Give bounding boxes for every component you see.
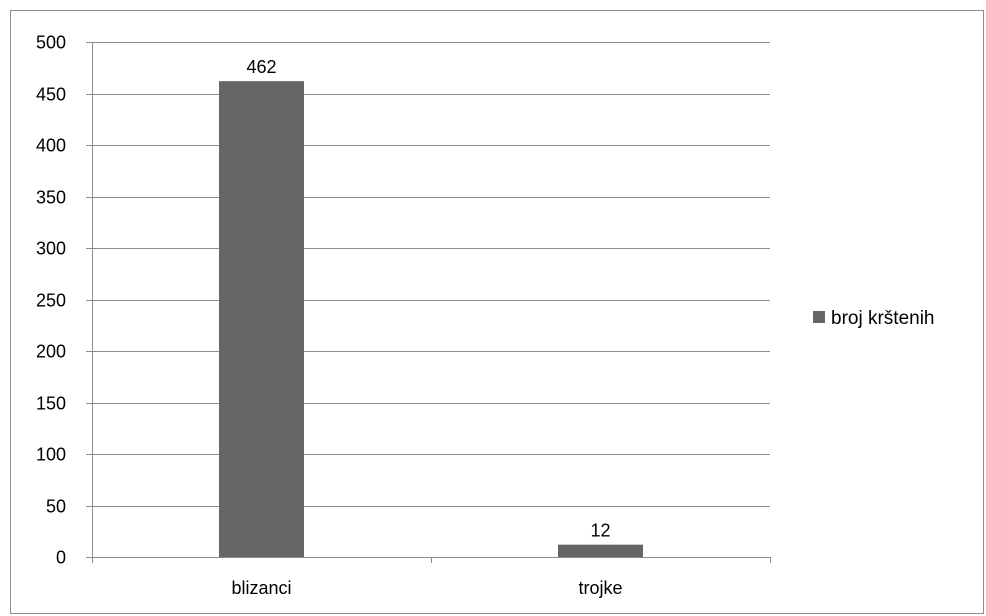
- bar-blizanci: [219, 81, 304, 557]
- y-tick-label-50: 50: [46, 497, 66, 517]
- bars: [219, 81, 643, 557]
- y-tick-label-450: 450: [36, 85, 66, 105]
- y-tick-label-150: 150: [36, 394, 66, 414]
- data-label-blizanci: 462: [246, 57, 276, 77]
- y-tick-label-200: 200: [36, 342, 66, 362]
- legend-label: broj krštenih: [831, 308, 935, 329]
- y-tick-label-350: 350: [36, 188, 66, 208]
- x-tick-label-blizanci: blizanci: [231, 578, 291, 598]
- y-tick-label-500: 500: [36, 33, 66, 53]
- labels: 0 50 100 150 200 250 300 350 400 450 500 462 blizanc…: [36, 33, 623, 599]
- y-tick-label-400: 400: [36, 136, 66, 156]
- y-tick-label-0: 0: [56, 548, 66, 568]
- axes: [86, 42, 771, 563]
- x-tick-label-trojke: trojke: [578, 578, 622, 598]
- bar-trojke: [558, 544, 643, 557]
- y-tick-label-300: 300: [36, 239, 66, 259]
- y-tick-label-250: 250: [36, 291, 66, 311]
- gridlines: [92, 42, 770, 507]
- data-label-trojke: 12: [590, 521, 610, 541]
- legend-swatch: [813, 311, 825, 323]
- y-tick-label-100: 100: [36, 445, 66, 465]
- legend: broj krštenih: [813, 308, 935, 329]
